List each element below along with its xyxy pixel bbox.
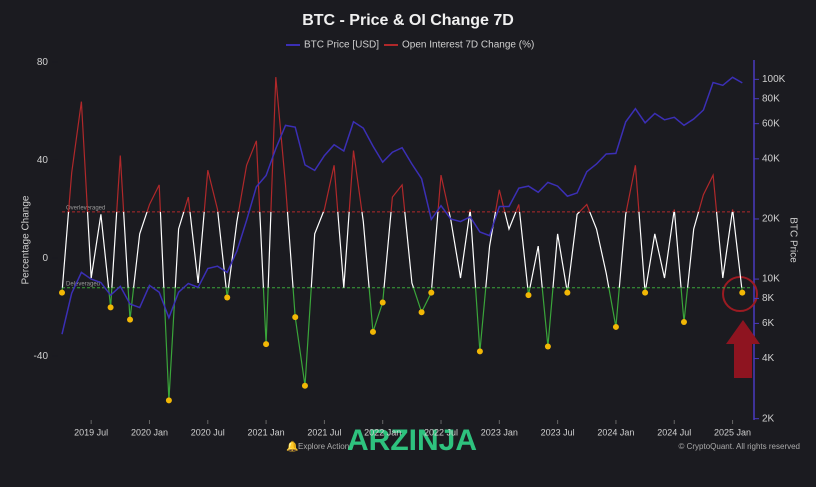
y2-tick-label: 20K [762,214,780,225]
deleveraged-dot [292,314,299,321]
deleveraged-dot [165,397,172,404]
legend-label: BTC Price [USD] [304,40,379,51]
y2-tick-label: 100K [762,74,786,85]
highlight-arrow [726,320,760,378]
y-tick-label: -40 [34,351,49,362]
oi-line [67,77,734,212]
y-tick-label: 80 [37,57,49,68]
x-tick-label: 2021 Jan [248,427,285,437]
deleveraged-dot [369,328,376,335]
x-tick-label: 2023 Jan [481,427,518,437]
footer-left: Explore Actions [298,442,353,451]
deleveraged-dot [642,289,649,296]
y2-axis-label: BTC Price [787,217,798,263]
x-tick-label: 2021 Jul [307,427,341,437]
y2-tick-label: 2K [762,413,775,424]
deleveraged-dot [680,319,687,326]
y2-tick-label: 4K [762,353,775,364]
deleveraged-dot [476,348,483,355]
footer-right: © CryptoQuant. All rights reserved [679,442,801,451]
footer-icon: 🔔 [286,441,298,453]
deleveraged-dot [59,289,65,296]
y2-tick-label: 10K [762,274,780,285]
x-tick-label: 2022 Jul [424,427,458,437]
deleveraged-dot [428,289,435,296]
deleveraged-dot [544,343,551,350]
deleveraged-dot [564,289,571,296]
deleveraged-dot [525,292,532,299]
x-tick-label: 2025 Jan [714,427,751,437]
y2-tick-label: 6K [762,318,775,329]
y2-tick-label: 80K [762,93,780,104]
deleveraged-dot [107,304,114,311]
deleveraged-dot [224,294,231,301]
y-tick-label: 40 [37,155,49,166]
price-line [61,76,743,335]
deleveraged-dot [127,316,134,323]
x-tick-label: 2020 Jan [131,427,168,437]
y2-tick-label: 60K [762,118,780,129]
deleveraged-dot [263,341,270,348]
deleveraged-dot [301,382,308,389]
x-tick-label: 2024 Jan [597,427,634,437]
oi-line [61,211,743,288]
x-tick-label: 2019 Jul [74,427,108,437]
y-tick-label: 0 [42,253,48,264]
deleveraged-dot [739,289,746,296]
y2-tick-label: 40K [762,153,780,164]
x-tick-label: 2020 Jul [191,427,225,437]
chart-title: BTC - Price & OI Change 7D [302,12,514,29]
watermark: ARZINJA [347,424,477,457]
y2-tick-label: 8K [762,293,775,304]
deleveraged-dot [612,323,619,330]
x-tick-label: 2023 Jul [541,427,575,437]
deleveraged-dot [379,299,386,306]
x-tick-label: 2024 Jul [657,427,691,437]
threshold-label: Deleveraged [66,281,100,287]
legend-label: Open Interest 7D Change (%) [402,40,534,51]
deleveraged-dot [418,309,425,316]
threshold-label: Overleveraged [66,205,105,211]
x-tick-label: 2022 Jan [364,427,401,437]
y-axis-label: Percentage Change [21,195,32,284]
